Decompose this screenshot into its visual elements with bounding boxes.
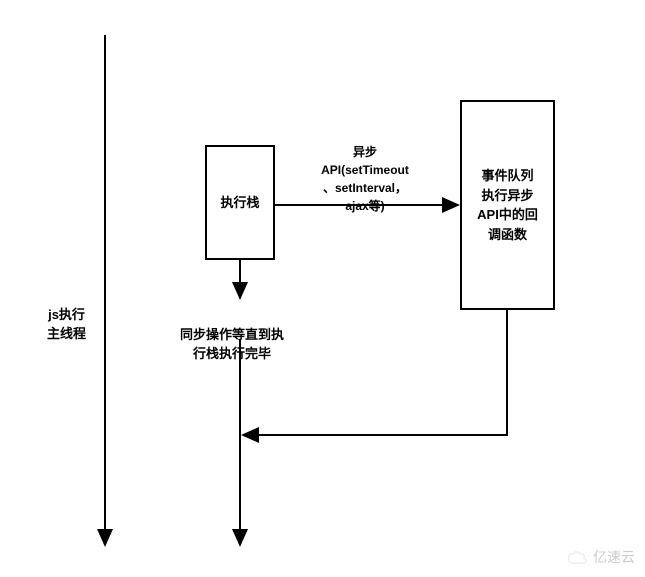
node-exec-stack-label: 执行栈 (220, 193, 259, 213)
node-exec-stack: 执行栈 (205, 145, 275, 260)
watermark-text: 亿速云 (593, 547, 635, 567)
label-main-thread: js执行 主线程 (47, 285, 86, 344)
label-sync-op: 同步操作等直到执 行栈执行完毕 (180, 305, 284, 364)
node-event-queue-label: 事件队列 执行异步 API中的回 调函数 (477, 166, 538, 244)
cloud-icon (567, 550, 589, 564)
label-async-api: 异步 API(setTimeout 、setInterval， ajax等) (300, 125, 430, 215)
node-event-queue: 事件队列 执行异步 API中的回 调函数 (460, 100, 555, 310)
watermark: 亿速云 (567, 547, 635, 567)
